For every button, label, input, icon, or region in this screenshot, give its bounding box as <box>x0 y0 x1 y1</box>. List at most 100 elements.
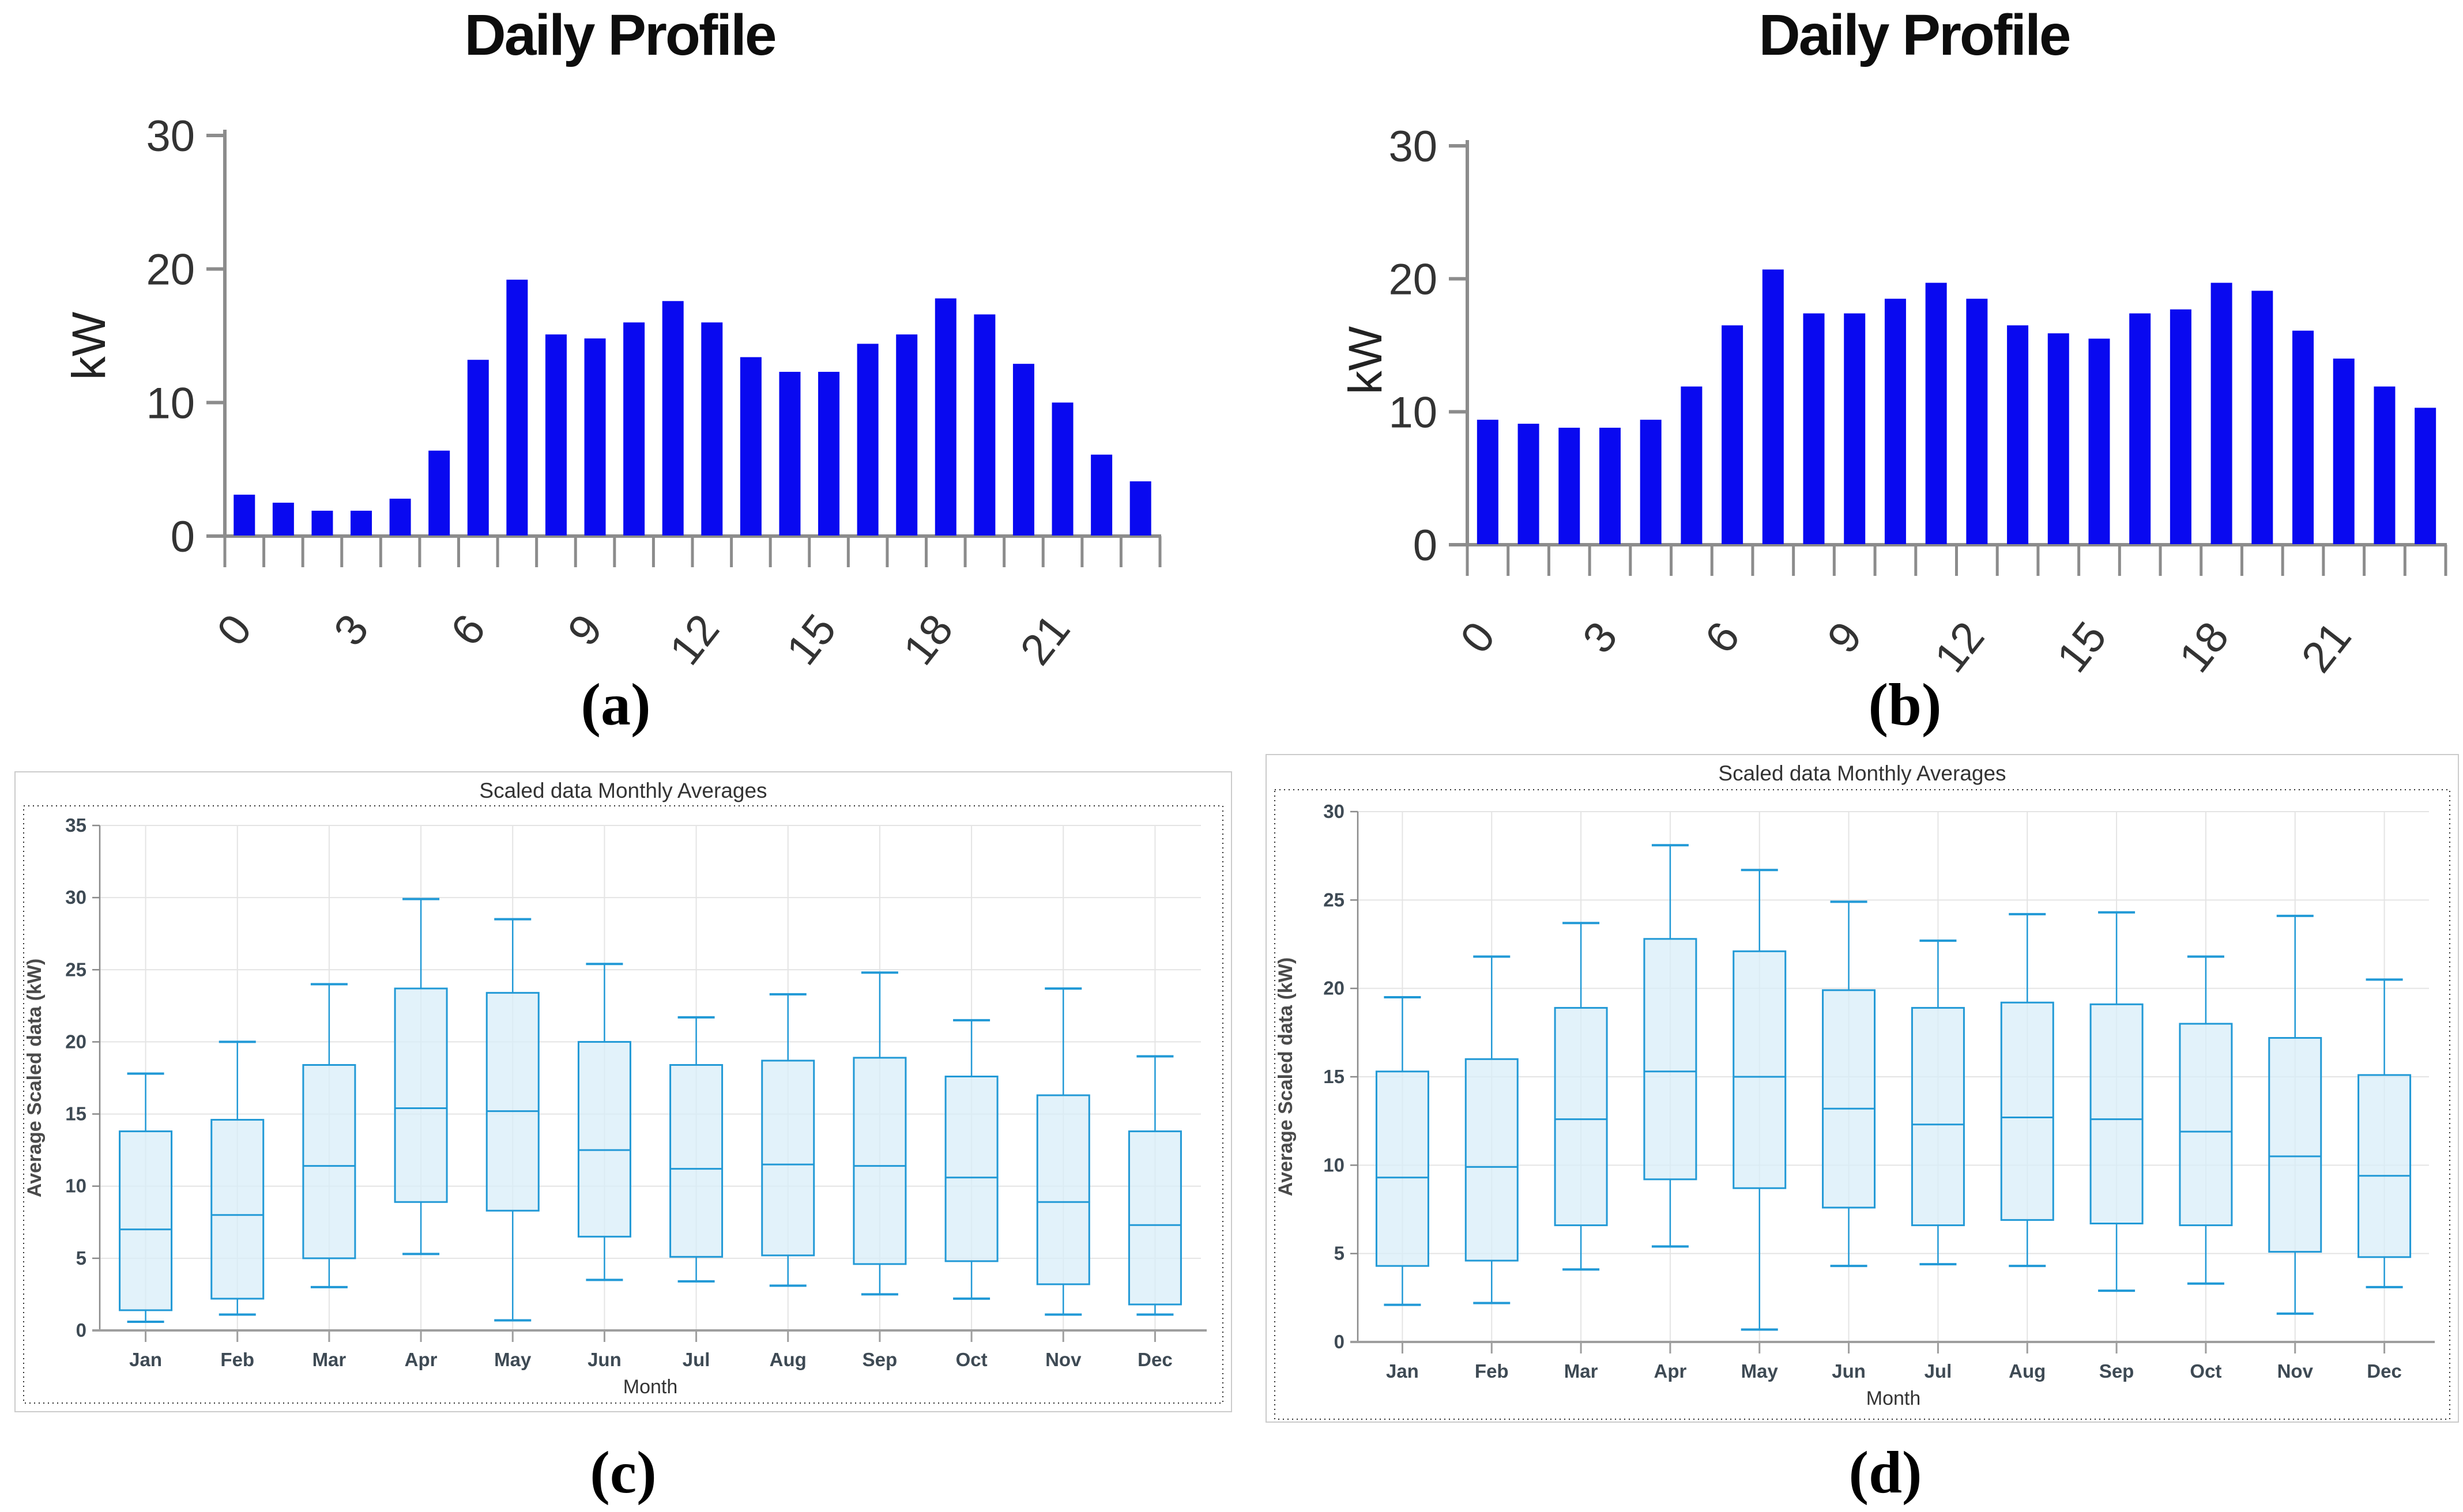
x-tick-label: Jan <box>1386 1360 1419 1382</box>
bar-h18 <box>935 298 956 536</box>
bar-h10 <box>1884 299 1906 544</box>
bar-h21 <box>1052 402 1074 536</box>
box-aug <box>761 993 815 1287</box>
bar-h14 <box>779 372 801 536</box>
caption-d: (d) <box>1848 1439 1922 1506</box>
box-apr <box>1643 844 1697 1248</box>
box-nov <box>2268 914 2322 1315</box>
bar-h5 <box>428 450 450 536</box>
bar-h2 <box>311 510 333 536</box>
bar-h7 <box>506 280 528 536</box>
bar-h0 <box>234 495 255 536</box>
y-tick-label: 0 <box>76 1319 86 1341</box>
dotted-border <box>1274 789 2450 1420</box>
y-tick-label: 20 <box>1388 255 1437 304</box>
x-tick-label: 3 <box>325 605 378 655</box>
y-tick-label: 10 <box>1388 388 1437 437</box>
iqr-box <box>944 1075 999 1262</box>
bar-h22 <box>1091 454 1113 536</box>
x-tick-label: Jan <box>129 1349 162 1370</box>
monthly-averages-panel-d: Scaled data Monthly Averages 0 5 10 15 20 25 30… <box>1266 754 2459 1423</box>
box-aug <box>2000 913 2054 1268</box>
box-jul <box>1911 939 1965 1266</box>
box-mar <box>302 983 356 1288</box>
bar-h8 <box>545 334 567 536</box>
chart-title: Daily Profile <box>1759 3 2070 67</box>
bar-h16 <box>2129 313 2151 544</box>
iqr-box <box>2268 1037 2322 1253</box>
box-jan <box>119 1072 173 1323</box>
y-tick-label: 20 <box>146 246 195 295</box>
bar-h12 <box>701 322 723 536</box>
x-tick-label: Dec <box>1138 1349 1173 1370</box>
x-tick-label: Oct <box>2190 1360 2221 1382</box>
x-tick-label: Sep <box>863 1349 898 1370</box>
iqr-box <box>2089 1003 2144 1225</box>
monthly-averages-panel-c: Scaled data Monthly Averages 0 5 10 15 20 25 30… <box>14 771 1232 1412</box>
bar-h15 <box>818 372 840 536</box>
x-tick-label: May <box>494 1349 532 1370</box>
y-tick-label: 35 <box>65 815 86 836</box>
iqr-box <box>853 1057 907 1265</box>
bar-h0 <box>1477 420 1498 544</box>
x-tick-label: 15 <box>2047 613 2116 681</box>
box-may <box>1733 869 1787 1331</box>
x-tick-label: Mar <box>312 1349 347 1370</box>
bar-h11 <box>662 301 684 536</box>
monthly-averages-panel-d-svg: Scaled data Monthly Averages 0 5 10 15 20 25 30… <box>1274 761 2450 1420</box>
daily-profile-chart-a: Daily Profile 0 10 20 30 kW 0 3 6 9 12 15 18 21 <box>0 0 1232 755</box>
daily-profile-chart-a-svg: Daily Profile 0 10 20 30 kW 0 3 6 9 12 15 18 21 <box>63 3 1162 674</box>
iqr-box <box>485 991 540 1212</box>
monthly-averages-panel-c-svg: Scaled data Monthly Averages 0 5 10 15 20 25 30… <box>23 779 1223 1404</box>
bar-h3 <box>351 510 372 536</box>
bar-h9 <box>584 338 606 536</box>
iqr-box <box>1911 1006 1965 1227</box>
x-tick-label: Aug <box>770 1349 807 1370</box>
x-tick-label: 21 <box>1011 605 1079 674</box>
iqr-box <box>1554 1006 1608 1227</box>
iqr-box <box>1128 1130 1182 1306</box>
x-tick-label: Jul <box>1925 1360 1952 1382</box>
bar-h20 <box>2292 330 2314 544</box>
bar-h23 <box>2415 408 2436 544</box>
bar-h1 <box>1517 424 1539 544</box>
bar-h19 <box>974 314 996 536</box>
y-tick-label: 20 <box>1323 978 1345 999</box>
bar-h13 <box>2007 325 2029 544</box>
bar-h18 <box>2210 282 2232 544</box>
y-tick-label: 0 <box>1334 1331 1345 1352</box>
x-tick-label: 3 <box>1573 613 1627 662</box>
bar-h15 <box>2088 338 2110 544</box>
x-tick-label: 6 <box>1696 613 1749 662</box>
iqr-box <box>2357 1074 2412 1258</box>
iqr-box <box>761 1059 815 1257</box>
y-tick-label: 0 <box>1413 521 1437 570</box>
y-tick-label: 30 <box>65 887 86 908</box>
chart-title: Daily Profile <box>465 3 775 67</box>
y-axis-title: Average Scaled data (kW) <box>1275 957 1297 1196</box>
box-jul <box>669 1016 724 1283</box>
x-tick-label: Jun <box>587 1349 622 1370</box>
iqr-box <box>1733 950 1787 1189</box>
x-tick-label: 9 <box>558 605 612 655</box>
x-tick-label: Apr <box>405 1349 438 1370</box>
y-tick-label: 0 <box>171 512 195 561</box>
x-tick-label: 21 <box>2292 613 2361 681</box>
y-tick-label: 15 <box>65 1103 86 1125</box>
x-axis-title: Month <box>1866 1387 1921 1409</box>
bar-h5 <box>1681 386 1703 544</box>
daily-profile-chart-b: Daily Profile 0 10 20 30 kW 0 3 6 9 12 15 18 21 <box>1232 0 2463 755</box>
x-tick-label: Feb <box>220 1349 254 1370</box>
bar-h3 <box>1599 428 1621 544</box>
bar-h10 <box>623 322 645 536</box>
x-axis-title: Month <box>623 1376 678 1398</box>
panel-title: Scaled data Monthly Averages <box>1718 761 2006 785</box>
bar-h8 <box>1803 313 1825 544</box>
bar-h7 <box>1762 269 1784 544</box>
box-nov <box>1036 987 1090 1316</box>
x-tick-label: Feb <box>1475 1360 1509 1382</box>
x-tick-label: 0 <box>1451 613 1505 662</box>
caption-c: (c) <box>590 1439 657 1506</box>
y-tick-label: 5 <box>1334 1243 1345 1264</box>
